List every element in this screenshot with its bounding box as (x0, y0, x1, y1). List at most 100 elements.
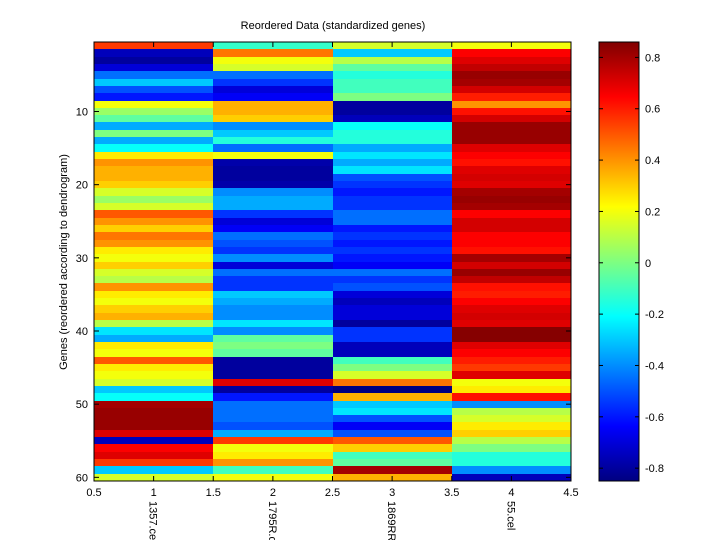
heatmap-cell (94, 79, 213, 86)
heatmap-cell (452, 342, 571, 349)
heatmap-cell (94, 122, 213, 130)
heatmap-cell (333, 130, 452, 137)
colorbar-tick-label: 0.6 (645, 104, 660, 116)
heatmap-cell (452, 269, 571, 276)
heatmap-cell (333, 466, 452, 474)
heatmap-cell (213, 188, 333, 196)
heatmap-cell (452, 320, 571, 327)
y-axis-label: Genes (reordered according to dendrogram… (58, 154, 70, 370)
heatmap-cell (333, 144, 452, 152)
heatmap-cell (333, 218, 452, 225)
heatmap-cell (333, 349, 452, 357)
colorbar-tick-label: 0.2 (645, 206, 660, 218)
heatmap-cell (94, 452, 213, 459)
colorbar (598, 41, 640, 482)
heatmap-cell (452, 166, 571, 174)
heatmap-cell (213, 320, 333, 327)
heatmap-cell (452, 57, 571, 64)
heatmap-cell (94, 430, 213, 437)
heatmap-cell (94, 144, 213, 152)
heatmap-cell (94, 371, 213, 379)
heatmap-cell (452, 232, 571, 240)
heatmap-cell (452, 49, 571, 57)
heatmap-cell (213, 298, 333, 305)
heatmap-cell (94, 174, 213, 181)
heatmap-cell (333, 408, 452, 415)
heatmap-cell (452, 437, 571, 444)
heatmap-cell (333, 459, 452, 466)
heatmap-cell (213, 210, 333, 218)
heatmap-cell (94, 313, 213, 320)
y-tick-label: 50 (76, 399, 88, 411)
heatmap-cell (213, 335, 333, 342)
heatmap-cell (452, 298, 571, 305)
heatmap-cell (452, 254, 571, 262)
heatmap-cell (94, 364, 213, 371)
heatmap-cell (333, 137, 452, 144)
heatmap-cell (213, 437, 333, 444)
heatmap-cell (452, 203, 571, 210)
x-tick-label: 2.5 (325, 487, 340, 499)
x-tick-label: 3 (389, 487, 395, 499)
heatmap-cell (213, 357, 333, 364)
heatmap-cell (213, 415, 333, 422)
heatmap-cell (333, 174, 452, 181)
heatmap-cell (333, 232, 452, 240)
heatmap-cell (94, 115, 213, 122)
heatmap-cell (94, 101, 213, 108)
heatmap-cell (452, 357, 571, 364)
heatmap-cell (333, 203, 452, 210)
heatmap-cell (333, 57, 452, 64)
heatmap-cell (213, 408, 333, 415)
heatmap-cell (333, 422, 452, 430)
heatmap-cell (452, 93, 571, 101)
heatmap-cell (333, 393, 452, 401)
heatmap-cell (94, 86, 213, 93)
heatmap-cell (452, 379, 571, 386)
heatmap-cell (213, 130, 333, 137)
heatmap-cell (452, 386, 571, 393)
heatmap-cell (333, 320, 452, 327)
heatmap-cell (333, 444, 452, 452)
heatmap-cell (452, 444, 571, 452)
heatmap-cell (213, 371, 333, 379)
heatmap-cell (452, 415, 571, 422)
heatmap-cell (213, 144, 333, 152)
heatmap-cell (213, 93, 333, 101)
heatmap-cell (94, 291, 213, 298)
heatmap-cell (452, 79, 571, 86)
heatmap-cell (333, 115, 452, 122)
heatmap-cell (94, 93, 213, 101)
heatmap-cell (333, 159, 452, 166)
heatmap-cell (452, 137, 571, 144)
colorbar-tick-label: -0.8 (645, 463, 664, 475)
heatmap-cell (333, 364, 452, 371)
heatmap-cell (452, 401, 571, 408)
heatmap-cell (452, 327, 571, 335)
heatmap-cell (94, 422, 213, 430)
heatmap-cell (333, 283, 452, 291)
heatmap-cell (213, 342, 333, 349)
heatmap-cell (213, 122, 333, 130)
heatmap-cell (333, 210, 452, 218)
heatmap-cell (213, 240, 333, 247)
heatmap-cell (213, 430, 333, 437)
chart-title: Reordered Data (standardized genes) (241, 20, 426, 32)
x-category-label: 55.cel (504, 501, 516, 530)
heatmap-cell (333, 196, 452, 203)
heatmap-cell (452, 130, 571, 137)
heatmap-cell (452, 371, 571, 379)
heatmap-cell (333, 240, 452, 247)
heatmap-cell (452, 144, 571, 152)
x-tick-label: 0.5 (86, 487, 101, 499)
x-tick-label: 1.5 (206, 487, 221, 499)
y-tick-label: 30 (76, 253, 88, 265)
heatmap-cell (213, 291, 333, 298)
heatmap-cell (213, 269, 333, 276)
heatmap-cell (452, 283, 571, 291)
heatmap-cell (452, 422, 571, 430)
colorbar-tick-label: 0 (645, 258, 651, 270)
heatmap-cell (94, 357, 213, 364)
heatmap-cell (452, 218, 571, 225)
colorbar-ticks: -0.8 -0.6 -0.4 -0.2 0 0.2 0.4 0.6 0.8 (599, 52, 664, 475)
